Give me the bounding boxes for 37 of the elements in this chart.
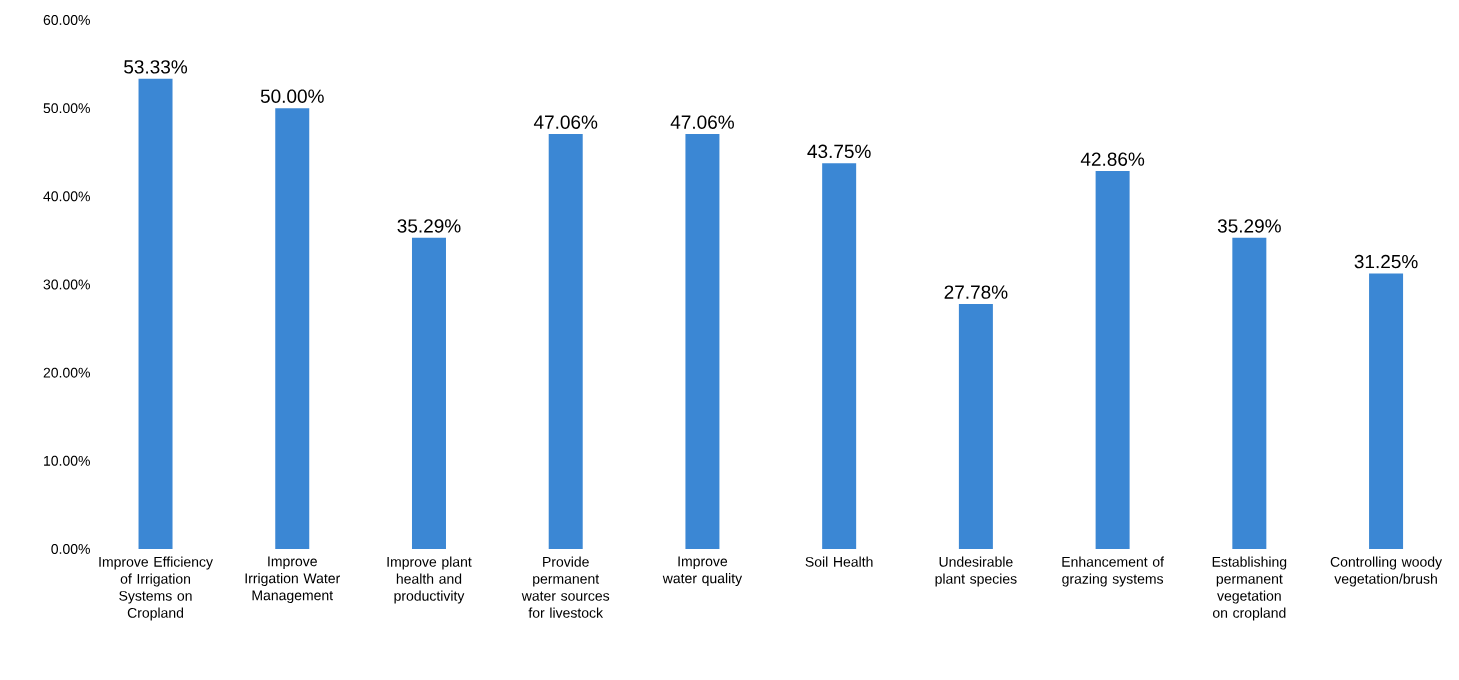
bar [822, 163, 857, 549]
y-tick-label: 40.00% [43, 191, 90, 202]
bar [275, 108, 310, 549]
y-tick-label: 60.00% [43, 15, 90, 25]
bar [411, 237, 446, 549]
bar [1369, 273, 1404, 549]
x-tick-label: Improve plant health and productivity [387, 556, 472, 604]
data-label: 47.06% [533, 115, 598, 129]
data-label: 43.75% [807, 144, 871, 159]
bar [685, 134, 720, 549]
data-label: 42.86% [1080, 152, 1145, 166]
bar [548, 134, 583, 549]
y-tick-label: 20.00% [43, 367, 90, 378]
data-label: 47.06% [670, 115, 734, 129]
data-label: 35.29% [1217, 219, 1281, 233]
y-tick-label: 30.00% [43, 279, 90, 290]
y-tick-label: 10.00% [44, 455, 90, 466]
y-tick-label: 50.00% [43, 103, 90, 114]
x-tick-label: Soil Health [805, 556, 873, 567]
x-tick-label: Provide permanent water sources for livestock [521, 556, 610, 618]
x-tick-label: Enhancement of grazing systems [1062, 556, 1164, 587]
x-tick-label: Improve Irrigation Water Management [245, 556, 341, 604]
bar [138, 78, 173, 549]
x-tick-label: Establishing permanent vegetation on cropland [1212, 556, 1287, 621]
x-tick-label: Controlling woody vegetation/brush [1330, 556, 1443, 587]
data-label: 50.00% [260, 89, 324, 103]
x-tick-label: Undesirable plant species [935, 556, 1017, 587]
bar [958, 304, 993, 549]
bar [1095, 171, 1130, 549]
data-label: 27.78% [944, 285, 1008, 299]
data-label: 35.29% [397, 219, 461, 233]
data-label: 31.25% [1354, 254, 1418, 269]
x-tick-label: Improve Efficiency of Irrigation Systems on Cropland [99, 556, 213, 621]
data-label: 53.33% [124, 60, 188, 74]
y-tick-label: 0.00% [51, 544, 90, 554]
bar [1232, 237, 1267, 549]
x-tick-label: Improve water quality [662, 556, 743, 587]
